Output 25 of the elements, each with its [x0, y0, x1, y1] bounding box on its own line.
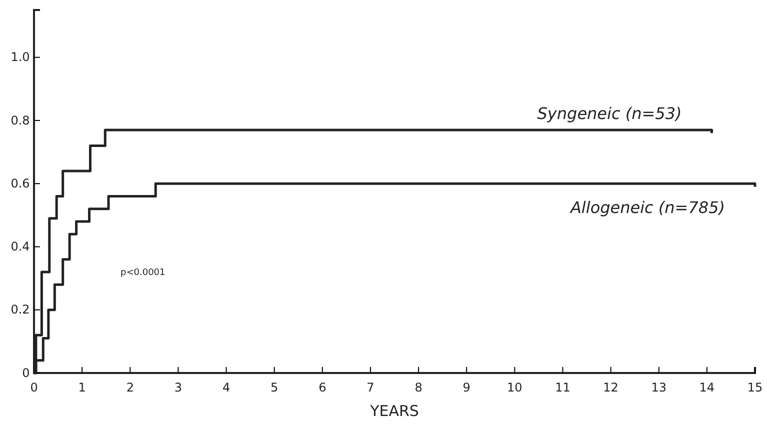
y-tick-label: 0.8 — [10, 113, 30, 128]
y-tick-label: 0.4 — [10, 240, 30, 254]
x-tick-label: 1 — [78, 380, 86, 395]
y-tick-label: 0.2 — [10, 302, 30, 317]
series-label: Syngeneic (n=53) — [537, 104, 682, 124]
x-tick-label: 10 — [507, 380, 522, 395]
x-tick-label: 15 — [747, 380, 763, 395]
y-tick-label: 1.0 — [10, 50, 30, 64]
x-tick-label: 3 — [174, 380, 182, 395]
x-tick-label: 5 — [270, 380, 278, 395]
x-tick-label: 14 — [699, 380, 715, 395]
x-tick-label: 13 — [651, 380, 667, 395]
x-tick-label: 7 — [366, 380, 374, 395]
x-tick-label: 12 — [603, 380, 618, 395]
x-tick-label: 4 — [222, 380, 230, 395]
x-tick-label: 8 — [414, 380, 422, 395]
y-tick-label: 0.6 — [10, 176, 30, 190]
x-tick-label: 11 — [555, 380, 570, 395]
series-label: Allogeneic (n=785) — [569, 198, 725, 217]
annotation: p<0.0001 — [120, 268, 166, 278]
x-tick-label: 2 — [126, 380, 134, 395]
x-axis-title: YEARS — [369, 402, 419, 420]
x-tick-label: 9 — [462, 380, 470, 395]
y-tick-label: 0 — [22, 366, 30, 380]
x-tick-label: 6 — [318, 380, 326, 395]
